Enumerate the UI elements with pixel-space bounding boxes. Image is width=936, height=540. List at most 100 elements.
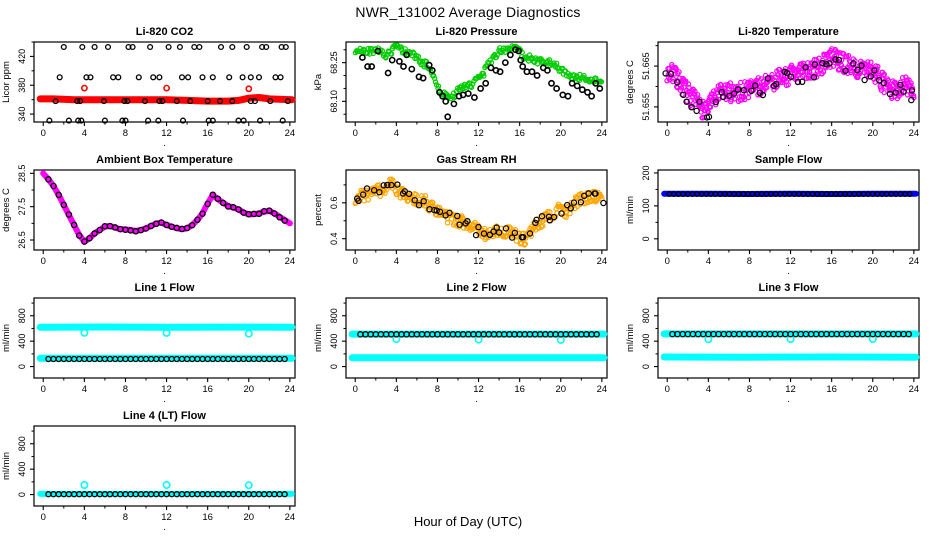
- x-tick-label: 24: [597, 256, 608, 267]
- x-tick-label: 8: [123, 256, 128, 267]
- x-tick-label: 0: [665, 384, 670, 395]
- x-tick-label: 4: [394, 256, 399, 267]
- y-axis-label: Licor ppm: [1, 61, 12, 103]
- y-tick-label: 340: [17, 107, 27, 122]
- x-sublabel: .: [475, 266, 478, 277]
- plot-cell-ambient-box-temperature: Ambient Box Temperature degrees C 0 4 8 12 16 2…: [0, 150, 312, 278]
- y-tick-label: 400: [17, 334, 27, 349]
- x-sublabel: .: [475, 394, 478, 405]
- y-axis-label: degrees C: [625, 60, 636, 104]
- plot-title: Sample Flow: [755, 154, 823, 166]
- data-series-group: [40, 170, 293, 245]
- x-sublabel: .: [475, 138, 478, 149]
- x-tick-label: 8: [747, 384, 752, 395]
- plot-title: Li-820 Temperature: [738, 26, 839, 38]
- y-tick-label: 26.5: [17, 231, 27, 249]
- x-tick-label: 0: [41, 512, 46, 523]
- x-tick-label: 20: [243, 384, 254, 395]
- y-tick-label: 800: [17, 308, 27, 323]
- x-tick-label: 12: [161, 128, 172, 139]
- x-tick-label: 16: [514, 384, 525, 395]
- x-tick-label: 0: [353, 384, 358, 395]
- x-sublabel: .: [163, 394, 166, 405]
- plot-cell-gas-stream-rh: Gas Stream RH percent 0 4 8 12 16 20 24. 0.4 0.6: [312, 150, 624, 278]
- plot-li-820-co2: Li-820 CO2 Licor ppm 0 4 8 12 16 20 24. 340 380 420: [1, 26, 296, 149]
- x-tick-label: 12: [161, 384, 172, 395]
- page-title: NWR_131002 Average Diagnostics: [355, 4, 581, 20]
- data-series-group: [660, 330, 920, 361]
- x-tick-label: 16: [826, 256, 837, 267]
- x-tick-label: 0: [41, 256, 46, 267]
- y-axis-label: ml/min: [625, 196, 636, 224]
- x-tick-label: 24: [597, 384, 608, 395]
- x-tick-label: 12: [473, 256, 484, 267]
- y-tick-label: 400: [329, 334, 339, 349]
- x-tick-label: 20: [867, 384, 878, 395]
- x-tick-label: 24: [285, 256, 296, 267]
- x-tick-label: 12: [473, 128, 484, 139]
- x-axis-label-hour-of-day: Hour of Day (UTC): [413, 514, 523, 529]
- y-tick-label: 0.6: [329, 197, 339, 210]
- x-tick-label: 0: [41, 128, 46, 139]
- y-tick-label: 0: [641, 364, 651, 369]
- y-tick-label: 800: [17, 436, 27, 451]
- x-tick-label: 4: [82, 256, 87, 267]
- plot-title: Line 1 Flow: [135, 282, 195, 294]
- plot-title: Line 3 Flow: [759, 282, 819, 294]
- y-axis-label: ml/min: [313, 324, 324, 352]
- plot-ambient-box-temperature: Ambient Box Temperature degrees C 0 4 8 12 16 2…: [1, 154, 296, 277]
- plot-line-4-lt-flow: Line 4 (LT) Flow ml/min 0 4 8 12 16 20 24. 0 400 80…: [1, 410, 296, 533]
- x-tick-label: 24: [909, 128, 920, 139]
- x-tick-label: 20: [243, 128, 254, 139]
- x-tick-label: 0: [41, 384, 46, 395]
- y-tick-label: 68.25: [329, 51, 339, 74]
- y-tick-label: 200: [641, 165, 651, 180]
- y-axis-label: percent: [313, 194, 324, 226]
- x-tick-label: 12: [785, 384, 796, 395]
- y-tick-label: 0: [329, 364, 339, 369]
- x-sublabel: .: [163, 522, 166, 533]
- x-tick-label: 20: [555, 128, 566, 139]
- x-tick-label: 4: [82, 384, 87, 395]
- x-tick-label: 16: [202, 384, 213, 395]
- y-tick-label: 420: [17, 49, 27, 64]
- plot-sample-flow: Sample Flow ml/min 0 4 8 12 16 20 24. 0 100 200: [625, 154, 920, 277]
- x-tick-label: 24: [909, 256, 920, 267]
- x-tick-label: 20: [243, 256, 254, 267]
- x-tick-label: 4: [706, 384, 711, 395]
- y-tick-label: 400: [17, 462, 27, 477]
- x-tick-label: 24: [909, 384, 920, 395]
- x-tick-label: 4: [706, 256, 711, 267]
- x-tick-label: 20: [867, 256, 878, 267]
- x-tick-label: 12: [161, 256, 172, 267]
- plot-title: Line 4 (LT) Flow: [123, 410, 206, 422]
- plot-cell-line-1-flow: Line 1 Flow ml/min 0 4 8 12 16 20 24. 0 400 800: [0, 278, 312, 406]
- x-tick-label: 20: [555, 256, 566, 267]
- plot-cell-li-820-pressure: Li-820 Pressure kPa 0 4 8 12 16 20 24. 68.10 68.25: [312, 22, 624, 150]
- x-tick-label: 4: [394, 128, 399, 139]
- x-tick-label: 24: [285, 384, 296, 395]
- x-tick-label: 24: [285, 128, 296, 139]
- plot-cell-line-4-lt-flow: Line 4 (LT) Flow ml/min 0 4 8 12 16 20 24. 0 400 80…: [0, 406, 312, 534]
- x-tick-label: 4: [394, 384, 399, 395]
- x-tick-label: 24: [285, 512, 296, 523]
- plot-line-2-flow: Line 2 Flow ml/min 0 4 8 12 16 20 24. 0 400 800: [313, 282, 608, 405]
- x-tick-label: 16: [202, 256, 213, 267]
- y-tick-label: 0: [17, 364, 27, 369]
- x-sublabel: .: [787, 266, 790, 277]
- x-sublabel: .: [163, 138, 166, 149]
- plot-title: Li-820 CO2: [136, 26, 193, 38]
- x-tick-label: 12: [785, 128, 796, 139]
- plot-cell-li-820-co2: Li-820 CO2 Licor ppm 0 4 8 12 16 20 24. 340 380 420: [0, 22, 312, 150]
- plot-line-1-flow: Line 1 Flow ml/min 0 4 8 12 16 20 24. 0 400 800: [1, 282, 296, 405]
- y-axis-label: ml/min: [1, 324, 12, 352]
- x-tick-label: 8: [123, 128, 128, 139]
- x-tick-label: 16: [826, 128, 837, 139]
- data-series-group: [37, 481, 295, 498]
- plot-cell-line-3-flow: Line 3 Flow ml/min 0 4 8 12 16 20 24. 0 400 800: [624, 278, 936, 406]
- plot-grid: Li-820 CO2 Licor ppm 0 4 8 12 16 20 24. 340 380 420…: [0, 22, 936, 534]
- plot-title: Line 2 Flow: [447, 282, 507, 294]
- plot-li-820-temperature: Li-820 Temperature degrees C 0 4 8 12 16 20 24. 5…: [625, 26, 920, 149]
- plot-title: Gas Stream RH: [436, 154, 516, 166]
- y-tick-label: 51.665: [641, 52, 651, 80]
